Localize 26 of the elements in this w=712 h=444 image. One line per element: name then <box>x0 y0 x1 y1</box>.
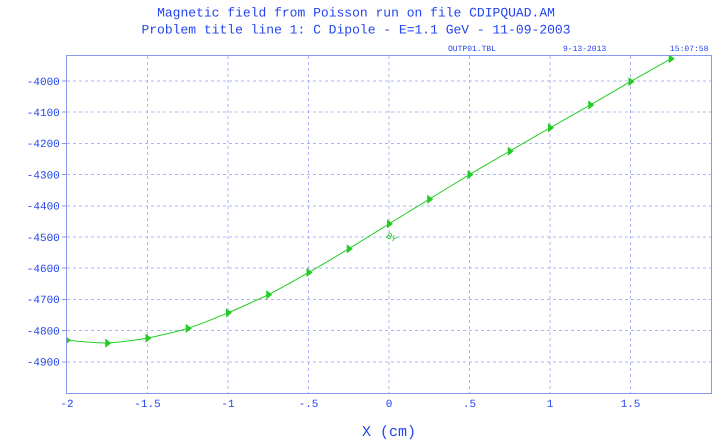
y-tick-label: -4700 <box>26 295 60 308</box>
chart-subtitle: Problem title line 1: C Dipole - E=1.1 GeV - 11-09-2003 <box>141 22 571 38</box>
text: BY <box>384 231 399 246</box>
x-tick-label: 1 <box>546 399 554 412</box>
chart-title: Magnetic field from Poisson run on file CDIPQUAD.AM <box>157 5 555 20</box>
x-tick-label: 0 <box>386 399 392 412</box>
text: 9-13-2013 <box>563 45 606 54</box>
point <box>668 56 675 64</box>
text: 15:07:58 <box>670 45 709 54</box>
x-tick-label: -2 <box>60 399 74 412</box>
y-tick-label: -4800 <box>26 326 60 338</box>
y-tick-label: -4400 <box>26 202 60 214</box>
y-tick-label: -4100 <box>26 108 60 120</box>
y-tick-label: -4300 <box>26 170 60 182</box>
x-tick-label: -1.5 <box>134 399 161 412</box>
y-tick-label: -4000 <box>26 76 60 89</box>
y-tick-label: -4500 <box>26 232 60 245</box>
text: OUTP01.TBL <box>448 45 496 54</box>
x-tick-label: -1 <box>221 399 235 412</box>
x-tick-label: -.5 <box>298 399 318 412</box>
x-axis-title: X (cm) <box>362 424 416 442</box>
y-tick-label: -4600 <box>26 264 60 276</box>
x-tick-label: .5 <box>462 399 476 412</box>
y-tick-label: -4900 <box>26 358 60 370</box>
y-tick-label: -4200 <box>26 139 60 152</box>
x-tick-label: 1.5 <box>620 399 640 412</box>
